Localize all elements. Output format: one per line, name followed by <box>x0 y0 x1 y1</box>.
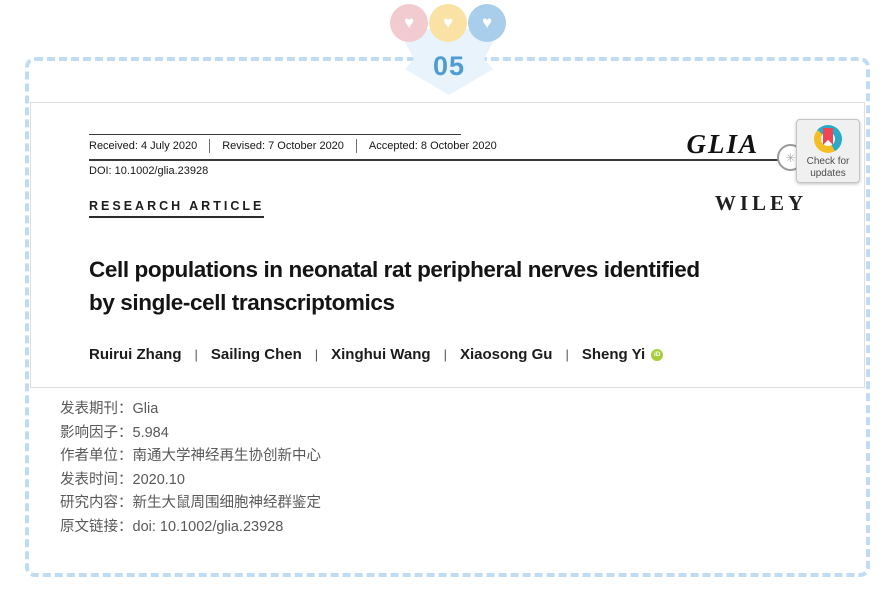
author-separator: | <box>194 347 198 362</box>
info-label: 作者单位： <box>60 448 133 465</box>
glia-journal-logo: GLIA <box>686 129 759 159</box>
heart-blue-icon: ♥ <box>468 4 506 42</box>
heart-yellow-icon: ♥ <box>429 4 467 42</box>
info-label: 发表期刊： <box>60 401 133 417</box>
number-banner-ribbon <box>398 29 500 95</box>
submission-dates-row: Received: 4 July 2020 Revised: 7 October… <box>89 139 497 153</box>
authors-row: Ruirui Zhang | Sailing Chen | Xinghui Wa… <box>89 346 664 363</box>
info-label: 影响因子： <box>60 424 133 441</box>
author-name: Xinghui Wang <box>331 346 431 363</box>
sequence-number: 05 <box>432 51 466 81</box>
info-row-affiliation: 作者单位：南通大学神经再生协创新中心 <box>60 445 321 469</box>
paper-header-screenshot: Received: 4 July 2020 Revised: 7 October… <box>30 102 865 388</box>
separator <box>355 139 357 153</box>
info-row-publish-date: 发表时间：2020.10 <box>60 469 321 493</box>
author-name: Sheng Yi <box>581 346 646 363</box>
info-row-impact-factor: 影响因子：5.984 <box>60 422 321 446</box>
paper-title: Cell populations in neonatal rat periphe… <box>89 253 700 319</box>
check-updates-label-line2: updates <box>810 167 846 179</box>
separator <box>209 139 211 153</box>
bookmark-icon <box>823 128 833 145</box>
orcid-icon: iD <box>651 348 664 361</box>
info-value: 南通大学神经再生协创新中心 <box>132 448 322 465</box>
info-value: Glia <box>132 401 159 417</box>
info-value: doi: 10.1002/glia.23928 <box>132 518 284 535</box>
paper-info-block: 发表期刊：Glia 影响因子：5.984 作者单位：南通大学神经再生协创新中心 … <box>60 398 321 540</box>
info-value: 5.984 <box>132 424 169 441</box>
header-rule-bottom <box>89 159 779 161</box>
paper-title-line1: Cell populations in neonatal rat periphe… <box>89 257 700 282</box>
info-label: 原文链接： <box>60 518 133 535</box>
info-value: 2020.10 <box>132 471 185 488</box>
article-type-label: RESEARCH ARTICLE <box>89 199 265 218</box>
author-separator: | <box>565 347 569 362</box>
heart-glyph: ♥ <box>481 12 493 32</box>
check-for-updates-button[interactable]: Check for updates <box>796 119 860 183</box>
author-name: Xiaosong Gu <box>459 346 553 363</box>
info-row-journal: 发表期刊：Glia <box>60 398 321 422</box>
paper-title-line2: by single-cell transcriptomics <box>89 290 395 315</box>
wiley-publisher-logo: WILEY <box>714 191 808 215</box>
check-updates-label: Check for updates <box>807 156 850 179</box>
revised-date: Revised: 7 October 2020 <box>222 140 344 152</box>
info-label: 研究内容： <box>60 495 133 512</box>
author-name: Sailing Chen <box>210 346 302 363</box>
check-updates-label-line1: Check for <box>806 156 850 167</box>
crossmark-ring-icon <box>814 125 842 153</box>
header-rule-top <box>89 134 461 135</box>
heart-glyph: ♥ <box>442 12 454 32</box>
info-row-article-link: 原文链接：doi: 10.1002/glia.23928 <box>60 516 321 540</box>
accepted-date: Accepted: 8 October 2020 <box>368 140 497 152</box>
received-date: Received: 4 July 2020 <box>89 140 198 152</box>
info-value: 新生大鼠周围细胞神经群鉴定 <box>132 495 322 512</box>
info-label: 发表时间： <box>60 471 133 488</box>
heart-glyph: ♥ <box>403 12 415 32</box>
author-separator: | <box>443 347 447 362</box>
heart-pink-icon: ♥ <box>390 4 428 42</box>
info-row-research-content: 研究内容：新生大鼠周围细胞神经群鉴定 <box>60 492 321 516</box>
doi-line: DOI: 10.1002/glia.23928 <box>89 165 209 177</box>
author-name: Ruirui Zhang <box>89 346 182 363</box>
author-separator: | <box>314 347 319 362</box>
